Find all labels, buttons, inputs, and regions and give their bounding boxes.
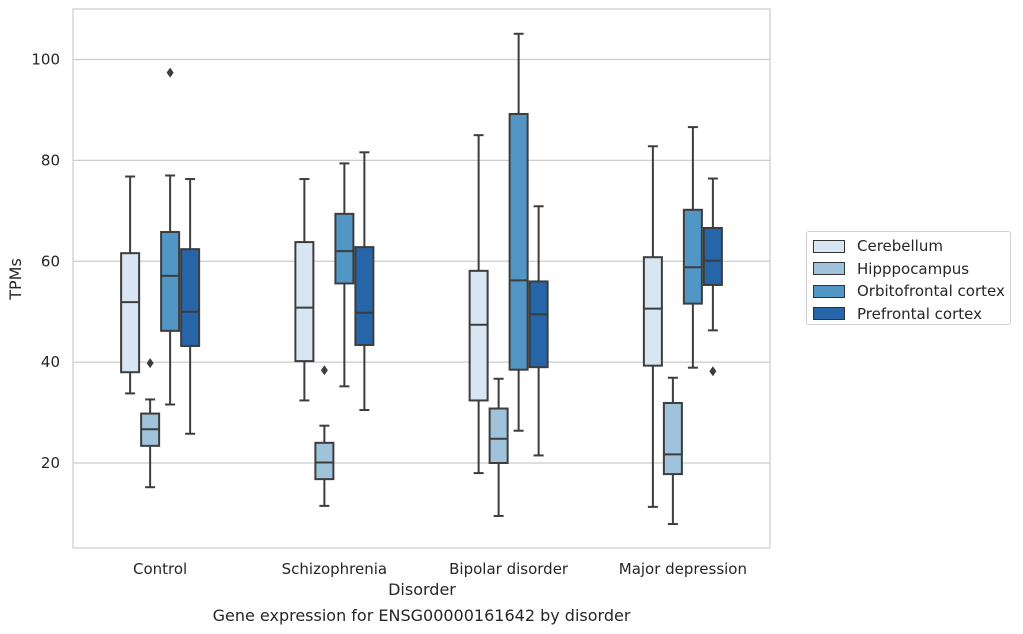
box-iqr: [314, 441, 335, 481]
box: [120, 175, 141, 395]
legend-label: Hipppocampus: [857, 259, 970, 278]
box-iqr: [528, 280, 549, 369]
x-tick-label: Schizophrenia: [282, 560, 387, 578]
y-tick-label: 20: [41, 454, 60, 472]
outlier-point: [320, 365, 328, 376]
box: [294, 178, 315, 402]
figure-caption: Gene expression for ENSG00000161642 by d…: [212, 606, 631, 625]
legend: Cerebellum Hipppocampus Orbitofrontal co…: [806, 231, 1011, 325]
legend-item-orbitofrontal: Orbitofrontal cortex: [813, 280, 1010, 303]
outlier-point: [709, 366, 717, 377]
y-tick-label: 40: [41, 353, 60, 371]
x-axis-label: Disorder: [388, 580, 456, 599]
x-tick-label: Bipolar disorder: [449, 560, 569, 578]
box-iqr: [702, 226, 723, 286]
box-iqr: [642, 256, 663, 367]
box: [702, 177, 723, 377]
box: [468, 134, 489, 475]
box-iqr: [354, 246, 375, 346]
box: [528, 205, 549, 457]
box: [662, 376, 683, 526]
legend-swatch: [813, 262, 845, 276]
box-series: [120, 32, 723, 526]
box-iqr: [662, 401, 683, 476]
legend-item-cerebellum: Cerebellum: [813, 235, 1010, 258]
legend-label: Orbitofrontal cortex: [857, 282, 1005, 301]
legend-label: Cerebellum: [857, 237, 943, 256]
x-tick-label: Control: [133, 560, 187, 578]
x-tick-label: Major depression: [619, 560, 747, 578]
box-iqr: [160, 230, 181, 332]
box: [180, 178, 201, 435]
y-axis-label: TPMs: [6, 258, 25, 301]
plot-frame: [72, 8, 771, 549]
box: [508, 32, 529, 432]
y-tick-label: 100: [31, 51, 60, 69]
box: [354, 151, 375, 412]
box: [488, 377, 509, 517]
box-iqr: [180, 248, 201, 347]
box-iqr: [682, 208, 703, 305]
outlier-point: [166, 67, 174, 78]
tick-labels: 20 40 60 80 100 Control Schizophrenia Bipolar d…: [31, 51, 747, 579]
box: [314, 365, 335, 507]
box-iqr: [468, 269, 489, 402]
box: [334, 162, 355, 388]
box-iqr: [508, 112, 529, 371]
box-iqr: [120, 252, 141, 374]
legend-label: Prefrontal cortex: [857, 304, 982, 323]
y-tick-label: 60: [41, 252, 60, 270]
outlier-point: [146, 358, 154, 369]
legend-item-hippocampus: Hipppocampus: [813, 258, 1010, 281]
y-tick-label: 80: [41, 151, 60, 169]
legend-swatch: [813, 239, 845, 253]
legend-swatch: [813, 284, 845, 298]
box-iqr: [294, 241, 315, 363]
legend-swatch: [813, 307, 845, 321]
box-iqr: [488, 407, 509, 464]
legend-item-prefrontal: Prefrontal cortex: [813, 303, 1010, 326]
box: [160, 67, 181, 406]
box: [140, 358, 161, 489]
box-iqr: [334, 212, 355, 285]
box: [682, 126, 703, 369]
box: [642, 145, 663, 508]
